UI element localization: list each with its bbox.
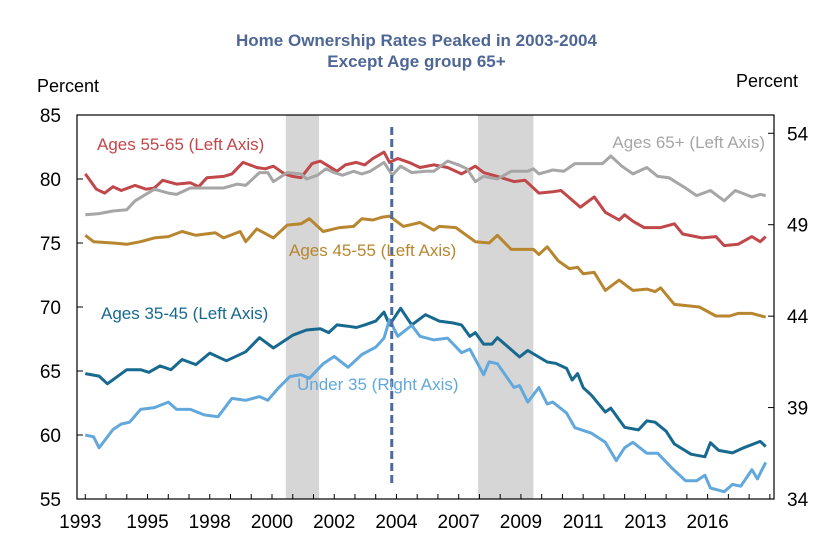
right-tick-label: 44	[787, 307, 809, 328]
series-line-0	[84, 150, 767, 248]
left-tick-label: 55	[40, 490, 61, 511]
left-tick-label: 85	[40, 106, 61, 127]
left-axis-title: Percent	[37, 76, 99, 96]
recession-band	[285, 115, 320, 499]
left-tick-label: 75	[40, 234, 61, 255]
x-tick-label: 2004	[375, 512, 418, 533]
series-label: Under 35 (Right Axis)	[297, 375, 459, 394]
x-tick-label: 2011	[563, 512, 604, 533]
chart-subtitle: Except Age group 65+	[327, 52, 506, 71]
series-line-2	[84, 214, 767, 319]
x-tick-label: 2009	[500, 512, 542, 533]
x-tick-label: 2013	[624, 512, 666, 533]
chart-title: Home Ownership Rates Peaked in 2003-2004	[236, 31, 597, 50]
left-tick-label: 60	[40, 426, 61, 447]
series-label: Ages 35-45 (Left Axis)	[101, 304, 268, 323]
series-labels: Ages 55-65 (Left Axis) Ages 65+ (Left Axi…	[97, 133, 765, 394]
right-tick-label: 39	[787, 399, 808, 420]
series-line-1	[85, 154, 767, 217]
x-tick-label: 2002	[313, 512, 355, 533]
series-line-4	[84, 318, 768, 494]
x-tick-label: 2007	[438, 512, 480, 533]
x-tick-label: 1998	[189, 512, 231, 533]
x-tick-label: 1995	[126, 512, 168, 533]
series-lines	[84, 150, 768, 494]
right-tick-label: 54	[787, 124, 809, 145]
right-axis-title: Percent	[736, 71, 798, 91]
left-tick-label: 80	[40, 170, 61, 191]
x-tick-label: 2000	[251, 512, 293, 533]
x-tick-label: 2016	[686, 512, 728, 533]
left-tick-label: 70	[40, 298, 61, 319]
left-tick-label: 65	[40, 362, 61, 383]
axes: 55 60 65 70 75 80 85 34 39 44 49 54 1993 1995 1998 2000…	[40, 106, 809, 533]
series-label: Ages 55-65 (Left Axis)	[97, 135, 264, 154]
right-tick-label: 34	[787, 490, 809, 511]
series-label: Ages 65+ (Left Axis)	[612, 133, 765, 152]
series-label: Ages 45-55 (Left Axis)	[289, 241, 456, 260]
x-tick-label: 1993	[59, 512, 101, 533]
right-tick-label: 49	[787, 216, 808, 237]
series-line-3	[85, 306, 767, 459]
